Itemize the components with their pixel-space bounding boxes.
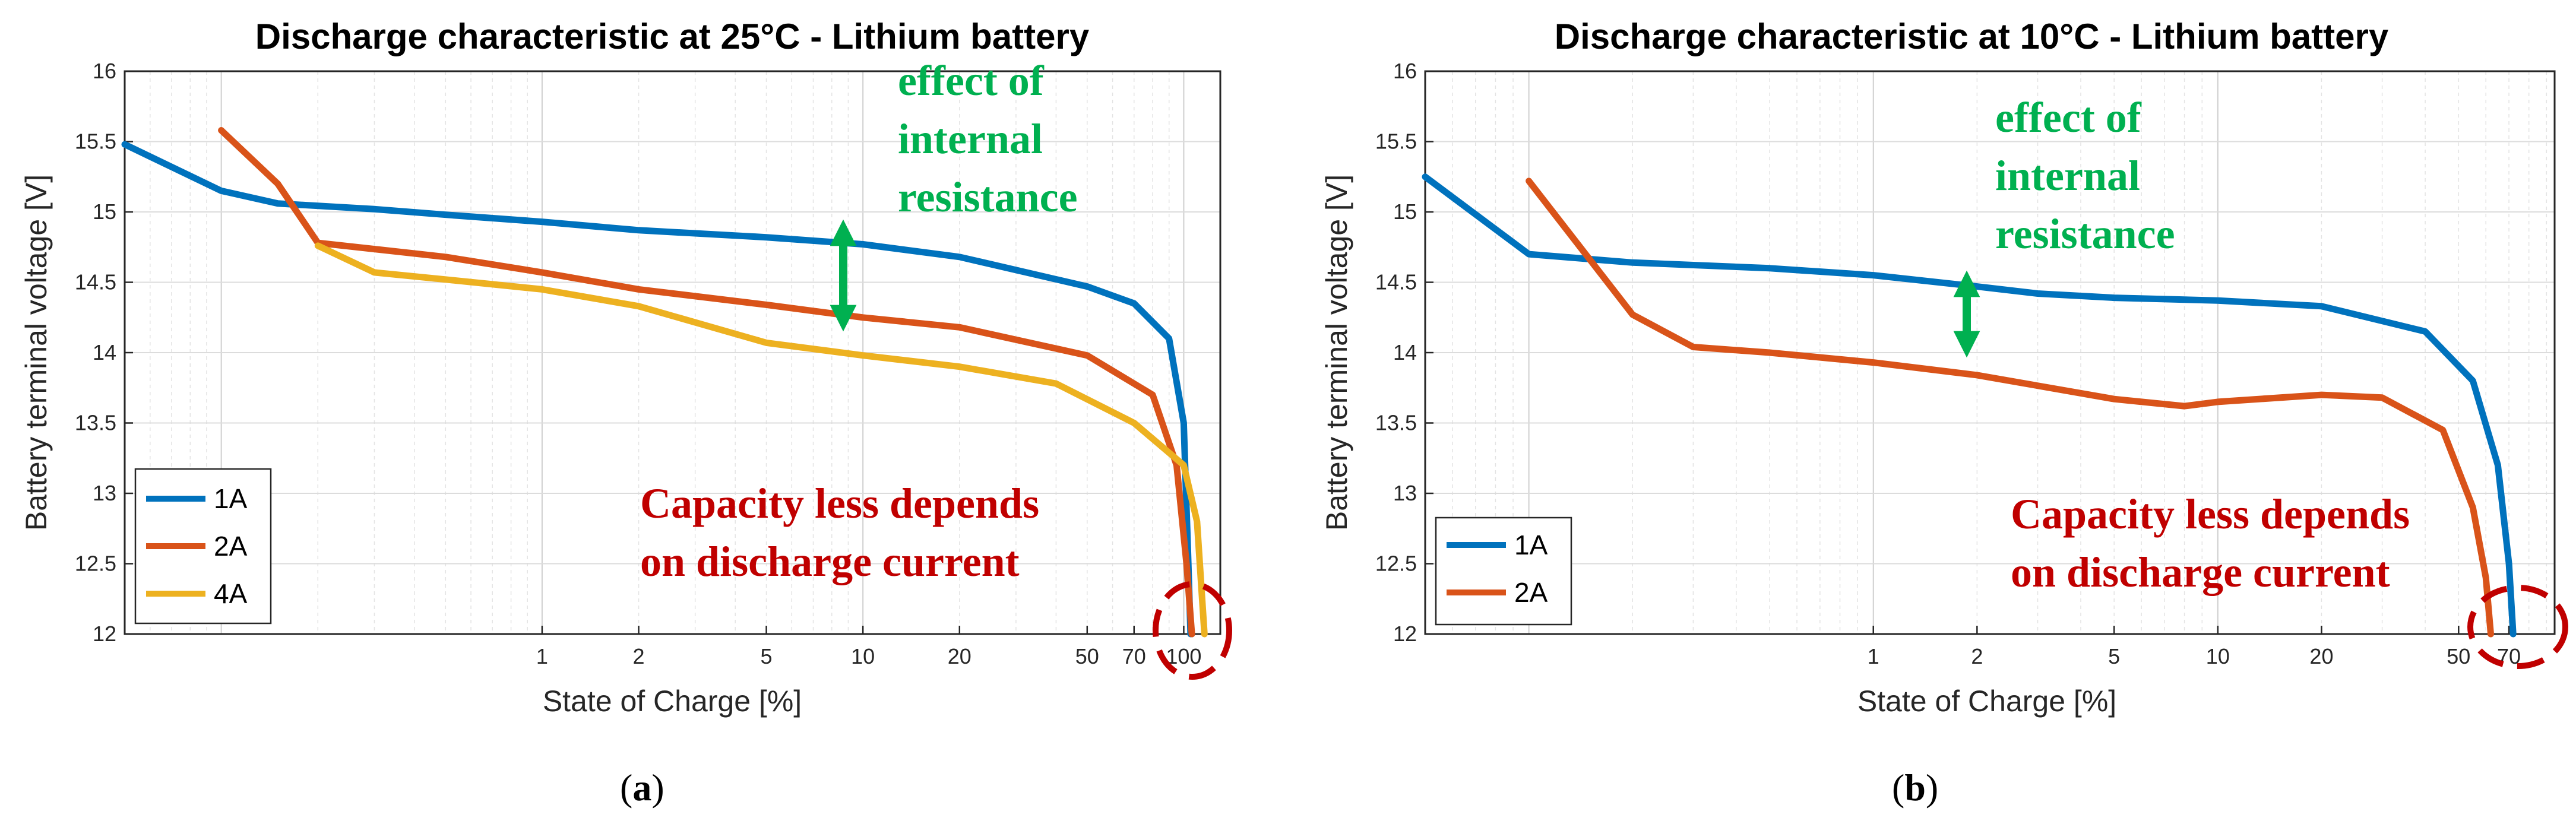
x-tick-label: 10 — [2206, 644, 2230, 668]
legend: 1A 2A — [1435, 516, 1572, 626]
y-tick-label: 12.5 — [1375, 552, 1417, 576]
y-tick-label: 15.5 — [75, 129, 116, 154]
annotation-capacity-line2: on discharge current — [640, 538, 1020, 585]
x-tick-label: 50 — [1075, 644, 1099, 668]
x-tick-label: 50 — [2447, 644, 2470, 668]
x-axis-label: State of Charge [%] — [543, 684, 802, 718]
series-line-1a — [121, 141, 1194, 638]
panel-caption: (a) — [620, 766, 664, 809]
legend-label-1a: 1A — [1514, 530, 1548, 560]
legend-label-2a: 2A — [1514, 577, 1548, 608]
panel-a: Discharge characteristic at 25°C - Lithi… — [20, 17, 1232, 809]
series-line-1a — [1422, 173, 2517, 638]
capacity-highlight-circle — [1153, 581, 1232, 680]
annotation-capacity-line1: Capacity less depends — [2011, 490, 2410, 538]
y-tick-label: 12.5 — [75, 552, 116, 576]
x-tick-label: 5 — [761, 644, 773, 668]
panel-b: Discharge characteristic at 10°C - Lithi… — [1320, 17, 2568, 809]
x-tick-label: 70 — [1122, 644, 1146, 668]
legend-label-1a: 1A — [214, 483, 248, 514]
panel-caption: (b) — [1892, 766, 1938, 809]
y-tick-label: 14.5 — [1375, 270, 1417, 294]
y-tick-label: 16 — [1393, 59, 1417, 83]
series-group — [121, 127, 1208, 638]
annotation-resistance-line3: resistance — [1995, 210, 2175, 258]
annotation-capacity-line1: Capacity less depends — [640, 480, 1039, 527]
annotation-capacity-line2: on discharge current — [2011, 549, 2390, 596]
x-tick-label: 2 — [633, 644, 645, 668]
y-tick-label: 14 — [1393, 340, 1417, 365]
x-tick-label: 100 — [1166, 644, 1201, 668]
annotation-resistance-line3: resistance — [898, 173, 1078, 221]
legend-label-2a: 2A — [214, 531, 248, 562]
series-group — [1422, 173, 2517, 638]
y-tick-label: 16 — [93, 59, 116, 83]
y-tick-label: 15 — [93, 199, 116, 224]
legend-box — [1435, 516, 1572, 626]
y-tick-label: 13.5 — [75, 411, 116, 435]
y-tick-label: 15.5 — [1375, 129, 1417, 154]
y-tick-label: 12 — [93, 622, 116, 646]
annotation-resistance-line1: effect of — [898, 57, 1045, 104]
x-tick-label: 10 — [851, 644, 875, 668]
y-tick-label: 14 — [93, 340, 116, 365]
y-tick-label: 12 — [1393, 622, 1417, 646]
y-tick-label: 13 — [1393, 481, 1417, 505]
series-line-4a — [314, 242, 1208, 638]
y-tick-label: 14.5 — [75, 270, 116, 294]
annotation-resistance-line1: effect of — [1995, 94, 2142, 141]
x-tick-label: 20 — [948, 644, 971, 668]
y-tick-label: 13 — [93, 481, 116, 505]
x-tick-label: 20 — [2309, 644, 2333, 668]
chart-title: Discharge characteristic at 10°C - Lithi… — [1555, 17, 2389, 56]
y-tick-label: 13.5 — [1375, 411, 1417, 435]
y-axis-label: Battery terminal voltage [V] — [20, 175, 53, 531]
legend-label-4a: 4A — [214, 578, 248, 609]
capacity-highlight-circle — [2467, 585, 2568, 669]
x-tick-label: 2 — [1971, 644, 1983, 668]
x-tick-label: 1 — [1868, 644, 1879, 668]
legend: 1A 2A 4A — [134, 468, 272, 625]
x-tick-label: 1 — [536, 644, 548, 668]
x-tick-label: 5 — [2108, 644, 2120, 668]
annotation-resistance-line2: internal — [1995, 152, 2140, 199]
x-axis-label: State of Charge [%] — [1857, 684, 2116, 718]
y-tick-label: 15 — [1393, 199, 1417, 224]
y-axis-label: Battery terminal voltage [V] — [1320, 175, 1353, 531]
annotation-resistance-line2: internal — [898, 115, 1043, 163]
chart-title: Discharge characteristic at 25°C - Lithi… — [255, 17, 1090, 56]
series-line-2a — [1526, 178, 2494, 638]
